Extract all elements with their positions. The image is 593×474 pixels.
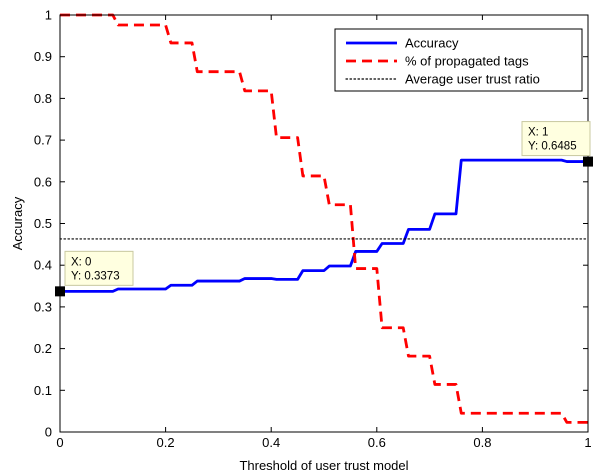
x-tick-label: 0.6 bbox=[368, 435, 386, 450]
y-tick-label: 0.2 bbox=[34, 341, 52, 356]
y-tick-label: 1 bbox=[45, 8, 52, 23]
y-tick-label: 0.3 bbox=[34, 299, 52, 314]
data-tips: X: 0 Y: 0.3373 X: 1 Y: 0.6485 bbox=[55, 121, 593, 297]
x-tick-label: 1 bbox=[584, 435, 591, 450]
legend-label-1: Accuracy bbox=[405, 36, 459, 51]
legend-label-2: % of propagated tags bbox=[405, 54, 529, 69]
y-tick-label: 0.9 bbox=[34, 49, 52, 64]
x-tick-label: 0.2 bbox=[157, 435, 175, 450]
data-tip-marker bbox=[55, 286, 65, 297]
y-tick-label: 0.5 bbox=[34, 216, 52, 231]
y-tick-label: 0 bbox=[45, 425, 52, 440]
data-tip-y-text: Y: 0.3373 bbox=[71, 270, 120, 282]
data-tip-x-text: X: 0 bbox=[71, 256, 91, 268]
data-tip-marker bbox=[583, 156, 593, 167]
data-tip-x-text: X: 1 bbox=[528, 127, 548, 139]
y-tick-label: 0.1 bbox=[34, 383, 52, 398]
axis-labels-layer: Threshold of user trust model Accuracy bbox=[10, 196, 409, 473]
y-tick-label: 0.4 bbox=[34, 258, 52, 273]
x-tick-label: 0 bbox=[56, 435, 63, 450]
y-axis-label: Accuracy bbox=[10, 196, 25, 250]
series-layer bbox=[59, 13, 589, 424]
x-axis-label: Threshold of user trust model bbox=[239, 458, 408, 473]
x-tick-label: 0.4 bbox=[262, 435, 280, 450]
legend: Accuracy % of propagated tags Average user… bbox=[334, 28, 583, 92]
y-tick-label: 0.8 bbox=[34, 91, 52, 106]
series-line-1 bbox=[60, 158, 588, 293]
data-tip-box bbox=[64, 250, 134, 286]
data-tip-y-text: Y: 0.6485 bbox=[528, 141, 577, 153]
legend-label-3: Average user trust ratio bbox=[405, 72, 540, 87]
data-tip-box bbox=[521, 121, 591, 157]
y-tick-label: 0.6 bbox=[34, 174, 52, 189]
legend-box bbox=[334, 28, 583, 92]
x-tick-label: 0.8 bbox=[473, 435, 491, 450]
ticks-layer: 0 0.2 0.4 0.6 0.8 1 0 0.1 0.2 0.3 0.4 0.5 0.6 0.7 0.8 0… bbox=[34, 8, 592, 451]
y-tick-label: 0.7 bbox=[34, 133, 52, 148]
